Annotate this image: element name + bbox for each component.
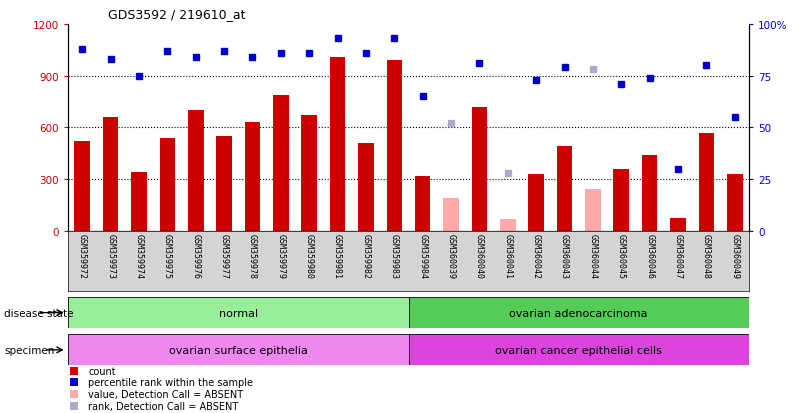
Bar: [358, 144, 374, 231]
Text: GSM359980: GSM359980: [304, 233, 314, 278]
Text: GSM359974: GSM359974: [135, 233, 143, 278]
Bar: [216, 137, 232, 231]
Bar: [273, 95, 288, 231]
Bar: [472, 107, 487, 231]
Bar: [330, 57, 345, 231]
Text: ovarian surface epithelia: ovarian surface epithelia: [169, 345, 308, 355]
Text: GSM360042: GSM360042: [532, 233, 541, 278]
Bar: [74, 142, 90, 231]
Text: value, Detection Call = ABSENT: value, Detection Call = ABSENT: [88, 389, 244, 399]
Bar: [68, 297, 409, 328]
Text: disease state: disease state: [4, 308, 74, 318]
Bar: [409, 335, 749, 366]
Text: rank, Detection Call = ABSENT: rank, Detection Call = ABSENT: [88, 401, 239, 411]
Text: GSM359978: GSM359978: [248, 233, 257, 278]
Text: GSM360047: GSM360047: [674, 233, 682, 278]
Text: GSM360049: GSM360049: [731, 233, 739, 278]
Text: GSM359977: GSM359977: [219, 233, 228, 278]
Text: ovarian adenocarcinoma: ovarian adenocarcinoma: [509, 308, 648, 318]
Text: normal: normal: [219, 308, 258, 318]
Bar: [415, 176, 430, 231]
Bar: [409, 297, 749, 328]
Text: GSM360043: GSM360043: [560, 233, 569, 278]
Text: GSM360044: GSM360044: [589, 233, 598, 278]
Bar: [529, 174, 544, 231]
Bar: [670, 218, 686, 231]
Text: GSM359981: GSM359981: [333, 233, 342, 278]
Bar: [188, 111, 203, 231]
Text: GSM360040: GSM360040: [475, 233, 484, 278]
Text: GSM359975: GSM359975: [163, 233, 172, 278]
Text: GSM360041: GSM360041: [503, 233, 513, 278]
Text: GSM360045: GSM360045: [617, 233, 626, 278]
Text: specimen: specimen: [4, 345, 54, 355]
Bar: [301, 116, 317, 231]
Text: GSM359976: GSM359976: [191, 233, 200, 278]
Text: GSM359983: GSM359983: [390, 233, 399, 278]
Bar: [614, 169, 629, 231]
Bar: [727, 174, 743, 231]
Text: GSM360046: GSM360046: [645, 233, 654, 278]
Text: GSM359982: GSM359982: [361, 233, 370, 278]
Bar: [642, 156, 658, 231]
Bar: [387, 61, 402, 231]
Text: GSM360048: GSM360048: [702, 233, 710, 278]
Text: count: count: [88, 366, 115, 376]
Bar: [443, 199, 459, 231]
Bar: [698, 133, 714, 231]
Text: ovarian cancer epithelial cells: ovarian cancer epithelial cells: [495, 345, 662, 355]
Text: GDS3592 / 219610_at: GDS3592 / 219610_at: [108, 8, 246, 21]
Text: GSM359979: GSM359979: [276, 233, 285, 278]
Bar: [103, 118, 119, 231]
Bar: [131, 173, 147, 231]
Text: GSM360039: GSM360039: [447, 233, 456, 278]
Bar: [244, 123, 260, 231]
Bar: [585, 190, 601, 231]
Bar: [500, 219, 516, 231]
Text: GSM359972: GSM359972: [78, 233, 87, 278]
Bar: [159, 138, 175, 231]
Text: GSM359984: GSM359984: [418, 233, 427, 278]
Bar: [557, 147, 573, 231]
Text: GSM359973: GSM359973: [107, 233, 115, 278]
Bar: [68, 335, 409, 366]
Text: percentile rank within the sample: percentile rank within the sample: [88, 377, 253, 387]
